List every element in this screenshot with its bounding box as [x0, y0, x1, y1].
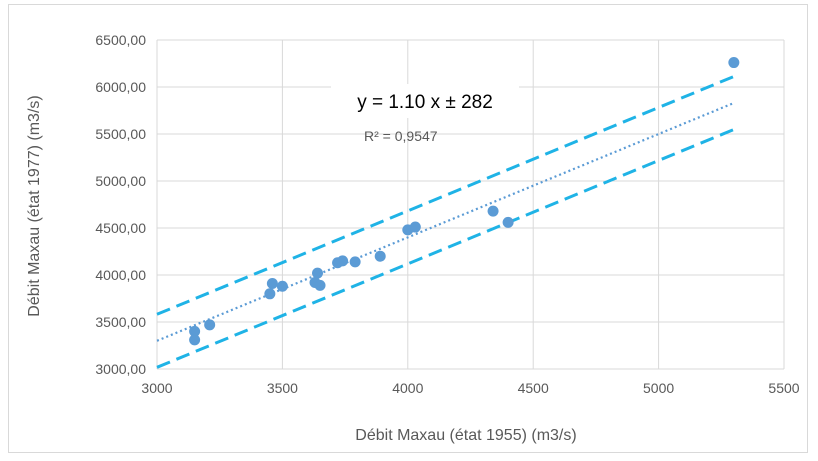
- data-point: [314, 279, 326, 291]
- x-tick-label: 3000: [141, 380, 172, 396]
- data-point: [189, 325, 201, 337]
- equation-label: y = 1.10 x ± 282: [357, 92, 493, 113]
- x-tick-labels: 3000 3500 4000 4500 5000 5500: [141, 380, 799, 396]
- y-tick-label: 3000,00: [95, 361, 146, 377]
- data-point: [374, 250, 386, 262]
- x-tick-label: 3500: [267, 380, 298, 396]
- data-point: [487, 205, 499, 217]
- trendline-group: [156, 101, 735, 342]
- x-tick-label: 5000: [643, 380, 674, 396]
- r-squared-label: R² = 0,9547: [364, 128, 438, 144]
- data-point: [189, 334, 201, 346]
- y-tick-label: 4000,00: [95, 267, 146, 283]
- data-point: [349, 256, 361, 268]
- equation-box: [331, 84, 519, 118]
- x-tick-label: 5500: [768, 380, 799, 396]
- y-tick-label: 3500,00: [95, 314, 146, 330]
- data-points: [189, 57, 740, 346]
- y-tick-label: 6000,00: [95, 79, 146, 95]
- data-point: [312, 267, 324, 279]
- lower-band-line: [156, 128, 735, 369]
- data-point: [266, 277, 278, 289]
- grid-lines: [156, 39, 785, 370]
- y-tick-labels: 3000,00 3500,00 4000,00 4500,00 5000,00 5500,…: [95, 32, 146, 377]
- trendline: [156, 101, 735, 342]
- y-tick-label: 5000,00: [95, 173, 146, 189]
- data-point: [264, 288, 276, 300]
- x-axis-title: Débit Maxau (état 1955) (m3/s): [355, 427, 576, 444]
- data-point: [204, 319, 216, 331]
- data-point: [502, 216, 514, 228]
- y-tick-label: 6500,00: [95, 32, 146, 48]
- y-tick-label: 5500,00: [95, 126, 146, 142]
- x-tick-label: 4500: [518, 380, 549, 396]
- data-point: [337, 255, 349, 267]
- y-tick-label: 4500,00: [95, 220, 146, 236]
- data-point: [728, 57, 740, 69]
- data-point: [409, 221, 421, 233]
- x-tick-label: 4000: [392, 380, 423, 396]
- y-axis-title: Débit Maxau (état 1977) (m3/s): [26, 95, 43, 316]
- data-point: [276, 280, 288, 292]
